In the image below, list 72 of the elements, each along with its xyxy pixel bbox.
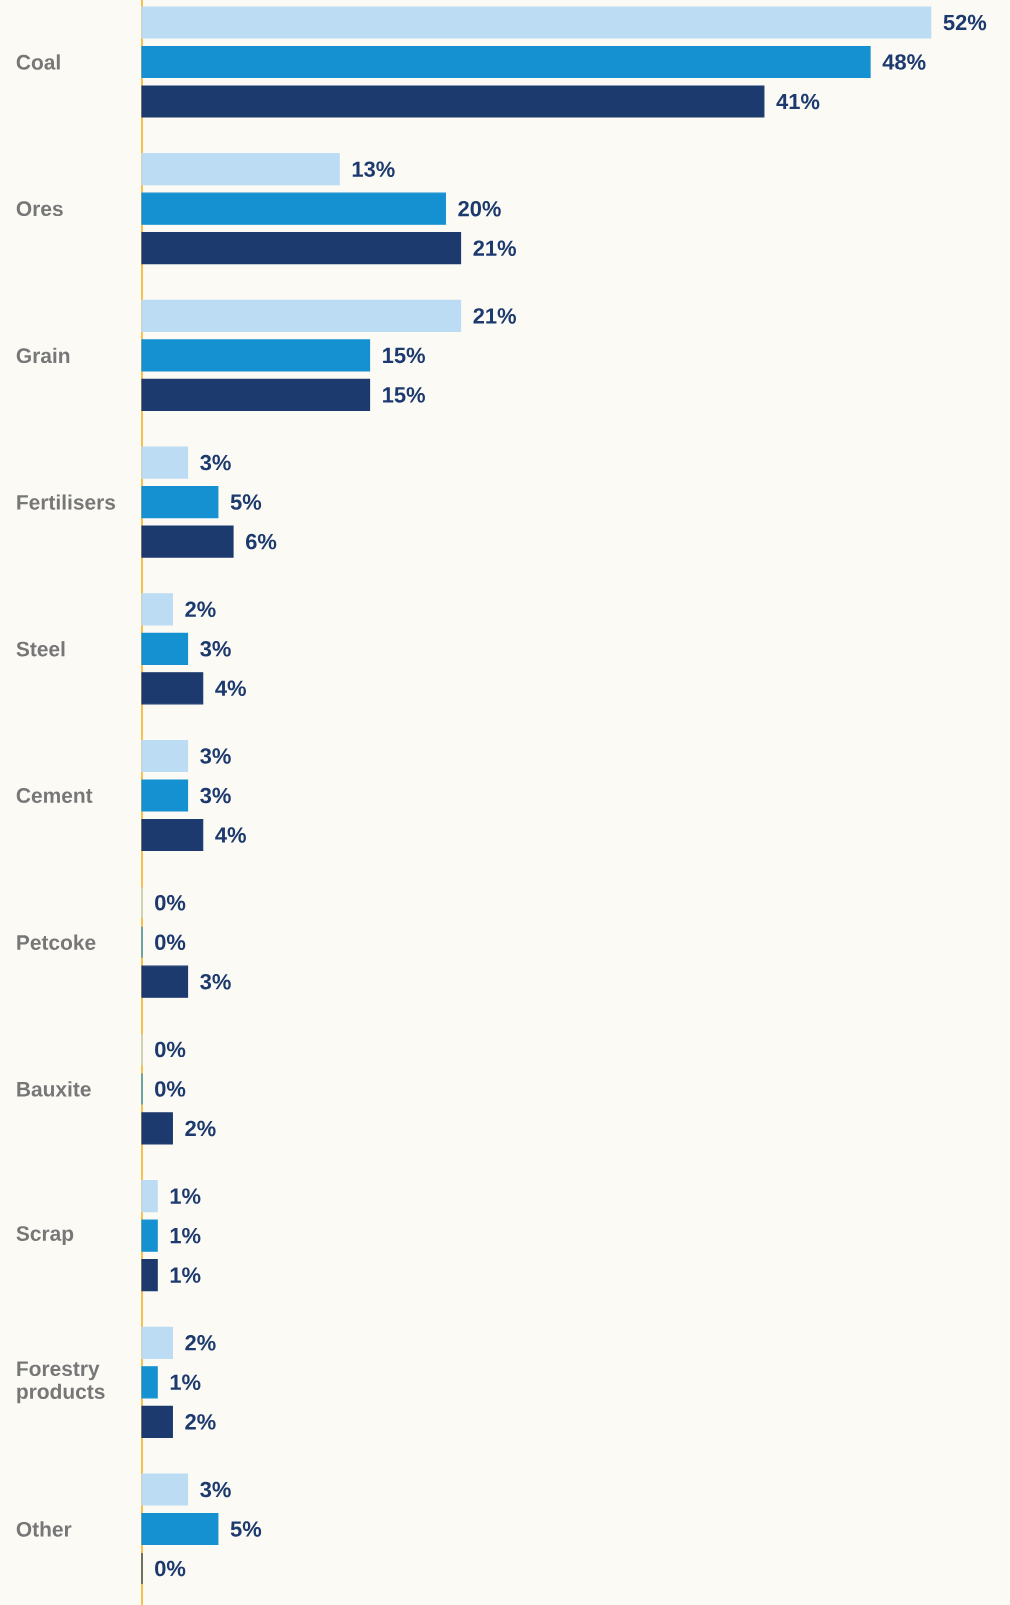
bar <box>141 1473 189 1506</box>
data-label: 3% <box>200 641 231 657</box>
data-label: 0% <box>155 894 186 911</box>
data-label: 3% <box>200 748 231 764</box>
y-tick-label: Cement <box>16 788 93 803</box>
data-label: 21% <box>473 240 516 256</box>
bar <box>141 739 189 773</box>
bar <box>141 486 219 519</box>
data-label: 5% <box>230 494 262 510</box>
y-tick-label: Ores <box>16 201 63 217</box>
y-tick-label: Scrap <box>16 1226 74 1246</box>
bar <box>141 525 234 558</box>
bar <box>141 446 189 479</box>
bar <box>141 1326 173 1359</box>
y-tick-label: Forestry products <box>17 1361 105 1404</box>
y-tick-label: Other <box>16 1521 72 1537</box>
bar <box>141 85 765 118</box>
bar <box>141 1259 158 1292</box>
data-label: 0% <box>155 1081 186 1097</box>
bar <box>141 593 173 626</box>
data-label: 0% <box>155 1560 186 1577</box>
data-label: 3% <box>200 787 231 804</box>
bar <box>141 45 871 79</box>
data-label: 48% <box>882 54 926 70</box>
data-label: 13% <box>352 161 395 177</box>
bar <box>141 632 189 665</box>
bar <box>141 672 204 705</box>
data-label: 3% <box>200 454 231 471</box>
data-label: 1% <box>170 1188 201 1204</box>
bar <box>141 1405 173 1438</box>
bar <box>141 818 204 852</box>
data-label: 52% <box>943 14 987 31</box>
bar <box>141 232 462 265</box>
data-label: 2% <box>185 601 216 618</box>
bar <box>141 1366 158 1399</box>
data-label: 0% <box>155 934 186 950</box>
bar <box>141 1180 158 1213</box>
bar <box>141 378 371 411</box>
data-label: 1% <box>170 1374 201 1391</box>
bar <box>141 1112 173 1145</box>
data-label: 1% <box>170 1227 201 1244</box>
y-tick-label: Steel <box>16 641 65 657</box>
data-label: 20% <box>458 200 501 217</box>
data-label: 41% <box>776 93 820 110</box>
bar <box>141 339 371 372</box>
data-label: 4% <box>215 827 246 843</box>
data-label: 15% <box>383 387 425 403</box>
data-label: 2% <box>185 1414 216 1430</box>
data-label: 3% <box>200 1481 231 1498</box>
data-label: 2% <box>185 1120 216 1137</box>
bar <box>141 779 189 812</box>
data-label: 1% <box>170 1267 201 1283</box>
data-label: 2% <box>185 1335 216 1351</box>
bar <box>141 6 932 39</box>
data-label: 5% <box>230 1521 262 1537</box>
y-tick-label: Coal <box>16 54 60 70</box>
bar <box>141 192 446 225</box>
data-label: 0% <box>155 1041 186 1058</box>
data-label: 21% <box>473 308 516 324</box>
data-label: 6% <box>246 533 277 550</box>
y-tick-label: Fertilisers <box>17 494 116 510</box>
bar <box>141 299 462 332</box>
data-label: 4% <box>215 680 246 697</box>
bar <box>141 965 189 998</box>
y-tick-label: Petcoke <box>17 934 96 950</box>
y-tick-label: Grain <box>16 347 70 364</box>
bar <box>141 153 340 186</box>
data-label: 3% <box>200 973 231 990</box>
y-tick-label: Bauxite <box>17 1081 91 1097</box>
data-label: 15% <box>383 347 425 364</box>
bar <box>141 1219 158 1252</box>
bar <box>141 1512 219 1546</box>
